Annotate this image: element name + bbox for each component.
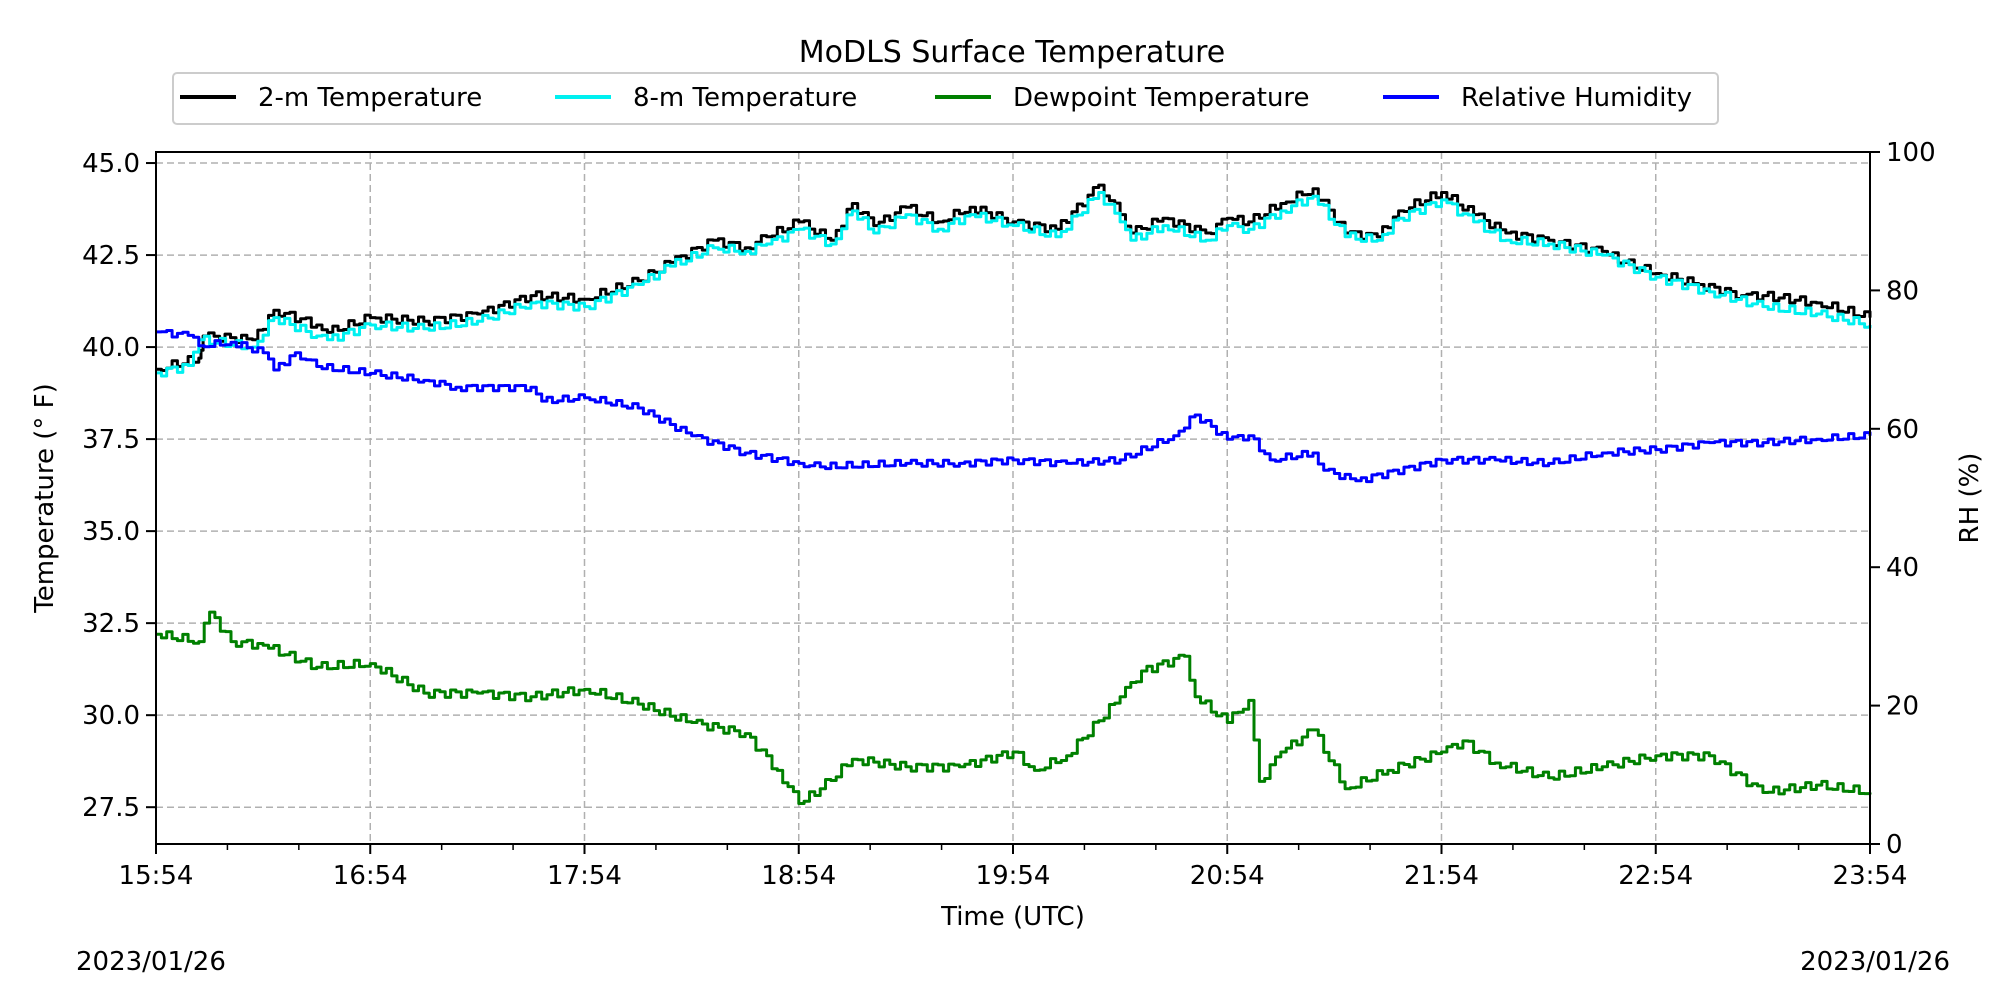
- legend-label: 8-m Temperature: [633, 83, 857, 113]
- series-line-4: [156, 329, 1872, 484]
- y-axis-right: 0 20 40 60 80 100: [1870, 138, 1936, 860]
- x-tick-label: 19:54: [976, 861, 1051, 891]
- y2-tick-label: 40: [1886, 553, 1919, 583]
- y-tick-label: 32.5: [82, 609, 140, 639]
- x-tick-label: 15:54: [119, 861, 194, 891]
- x-tick-label: 21:54: [1404, 861, 1479, 891]
- y-tick-label: 27.5: [82, 793, 140, 823]
- date-left: 2023/01/26: [76, 947, 226, 977]
- y-tick-label: 40.0: [82, 333, 140, 363]
- y-axis-label: Temperature (° F): [30, 383, 60, 613]
- legend-label: 2-m Temperature: [258, 83, 482, 113]
- x-axis-label: Time (UTC): [940, 902, 1085, 932]
- x-tick-label: 17:54: [547, 861, 622, 891]
- series-line-2: [156, 191, 1872, 378]
- y2-tick-label: 100: [1886, 138, 1936, 168]
- x-tick-label: 22:54: [1618, 861, 1693, 891]
- y-tick-label: 37.5: [82, 425, 140, 455]
- chart-title: MoDLS Surface Temperature: [799, 35, 1226, 70]
- y2-tick-label: 80: [1886, 276, 1919, 306]
- y2-tick-label: 20: [1886, 692, 1919, 722]
- y-tick-label: 30.0: [82, 701, 140, 731]
- y-tick-label: 45.0: [82, 149, 140, 179]
- x-tick-label: 18:54: [761, 861, 836, 891]
- plot-area: [155, 151, 1872, 845]
- series-line-3: [156, 610, 1872, 805]
- y-tick-label: 42.5: [82, 241, 140, 271]
- date-right: 2023/01/26: [1800, 947, 1950, 977]
- grid: [156, 152, 1870, 844]
- x-tick-label: 23:54: [1833, 861, 1908, 891]
- x-tick-label: 20:54: [1190, 861, 1265, 891]
- y2-tick-label: 0: [1886, 830, 1903, 860]
- legend-label: Dewpoint Temperature: [1013, 83, 1310, 113]
- legend: 2-m Temperature 8-m Temperature Dewpoint T…: [172, 72, 1719, 125]
- legend-label: Relative Humidity: [1461, 83, 1692, 113]
- y-axis-right-label: RH (%): [1955, 453, 1985, 544]
- y2-tick-label: 60: [1886, 415, 1919, 445]
- x-tick-label: 16:54: [333, 861, 408, 891]
- y-axis-left: 27.5 30.0 32.5 35.0 37.5 40.0 42.5 45.0: [82, 149, 156, 823]
- series-lines: [156, 183, 1872, 805]
- y-tick-label: 35.0: [82, 517, 140, 547]
- x-axis: 15:54 16:54 17:54 18:54 19:54 20:54 21:54 22:54…: [119, 844, 1908, 891]
